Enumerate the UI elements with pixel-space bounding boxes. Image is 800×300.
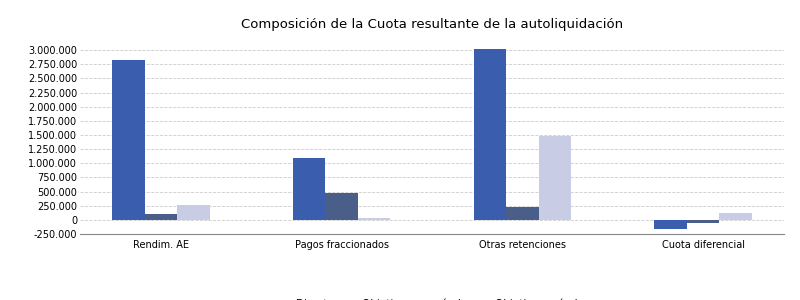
Bar [145,214,177,220]
Bar [654,220,687,230]
Bar [177,205,210,220]
Bar [326,193,358,220]
Bar [474,49,506,220]
Bar [538,136,571,220]
Bar [687,220,719,223]
Bar [719,212,752,220]
Title: Composición de la Cuota resultante de la autoliquidación: Composición de la Cuota resultante de la… [241,18,623,31]
Bar [358,218,390,220]
Legend: Directa, Objetiva no agrícola, Objetiva agrícola: Directa, Objetiva no agrícola, Objetiva … [276,295,588,300]
Bar [293,158,326,220]
Bar [112,60,145,220]
Bar [506,207,538,220]
